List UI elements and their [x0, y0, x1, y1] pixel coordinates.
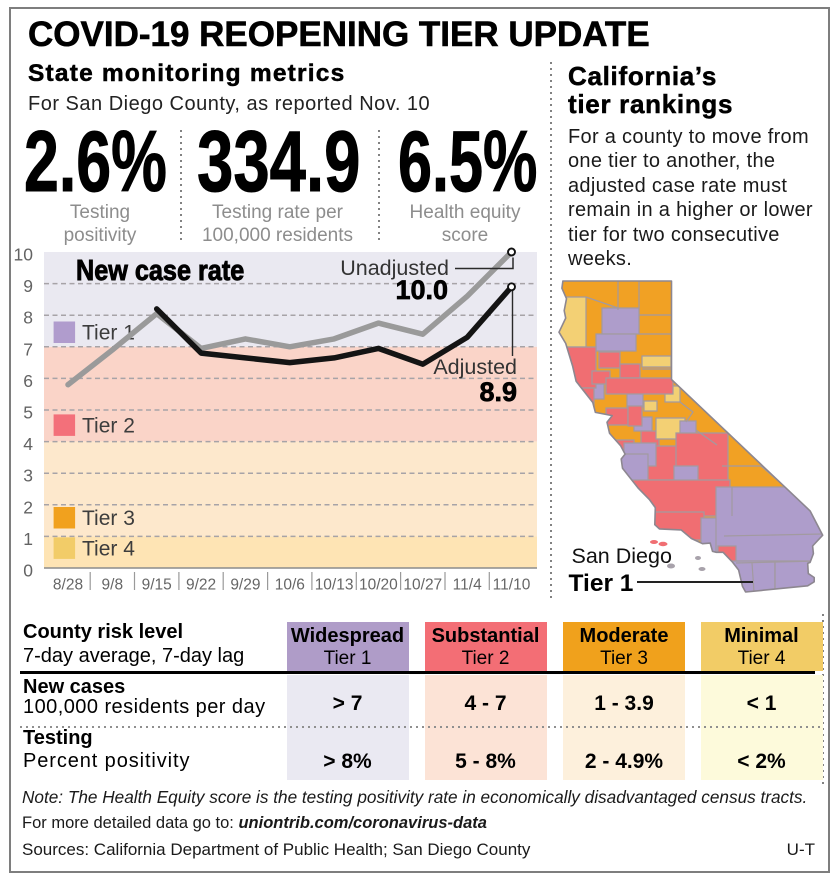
svg-text:10/20: 10/20 [359, 577, 398, 594]
svg-text:Tier 2: Tier 2 [82, 415, 135, 438]
svg-text:7: 7 [23, 339, 33, 359]
svg-text:5: 5 [23, 403, 33, 423]
svg-text:10.0: 10.0 [395, 275, 448, 305]
svg-text:Tier 1: Tier 1 [82, 322, 135, 345]
svg-text:2: 2 [23, 497, 33, 517]
svg-text:Unadjusted: Unadjusted [340, 256, 449, 280]
svg-text:3: 3 [23, 466, 33, 486]
svg-text:10/27: 10/27 [403, 577, 442, 594]
svg-text:10/6: 10/6 [275, 577, 305, 594]
svg-text:9/29: 9/29 [230, 577, 260, 594]
svg-text:9/15: 9/15 [142, 577, 172, 594]
svg-text:11/10: 11/10 [493, 577, 531, 594]
svg-text:1: 1 [23, 529, 33, 549]
svg-text:8.9: 8.9 [479, 377, 517, 407]
svg-text:4: 4 [23, 434, 33, 454]
svg-text:Adjusted: Adjusted [433, 355, 517, 379]
svg-text:New case rate: New case rate [76, 253, 244, 286]
svg-text:8: 8 [23, 308, 33, 328]
svg-text:0: 0 [23, 561, 33, 581]
svg-text:9/8: 9/8 [102, 577, 124, 594]
svg-text:6: 6 [23, 371, 33, 391]
svg-text:Tier 4: Tier 4 [82, 538, 135, 561]
svg-text:10/13: 10/13 [315, 577, 354, 594]
svg-text:11/4: 11/4 [453, 577, 482, 594]
svg-text:9/22: 9/22 [186, 577, 216, 594]
svg-text:9: 9 [23, 276, 33, 296]
svg-text:Tier 3: Tier 3 [82, 507, 135, 530]
svg-text:10: 10 [14, 246, 33, 265]
svg-text:8/28: 8/28 [53, 577, 83, 594]
